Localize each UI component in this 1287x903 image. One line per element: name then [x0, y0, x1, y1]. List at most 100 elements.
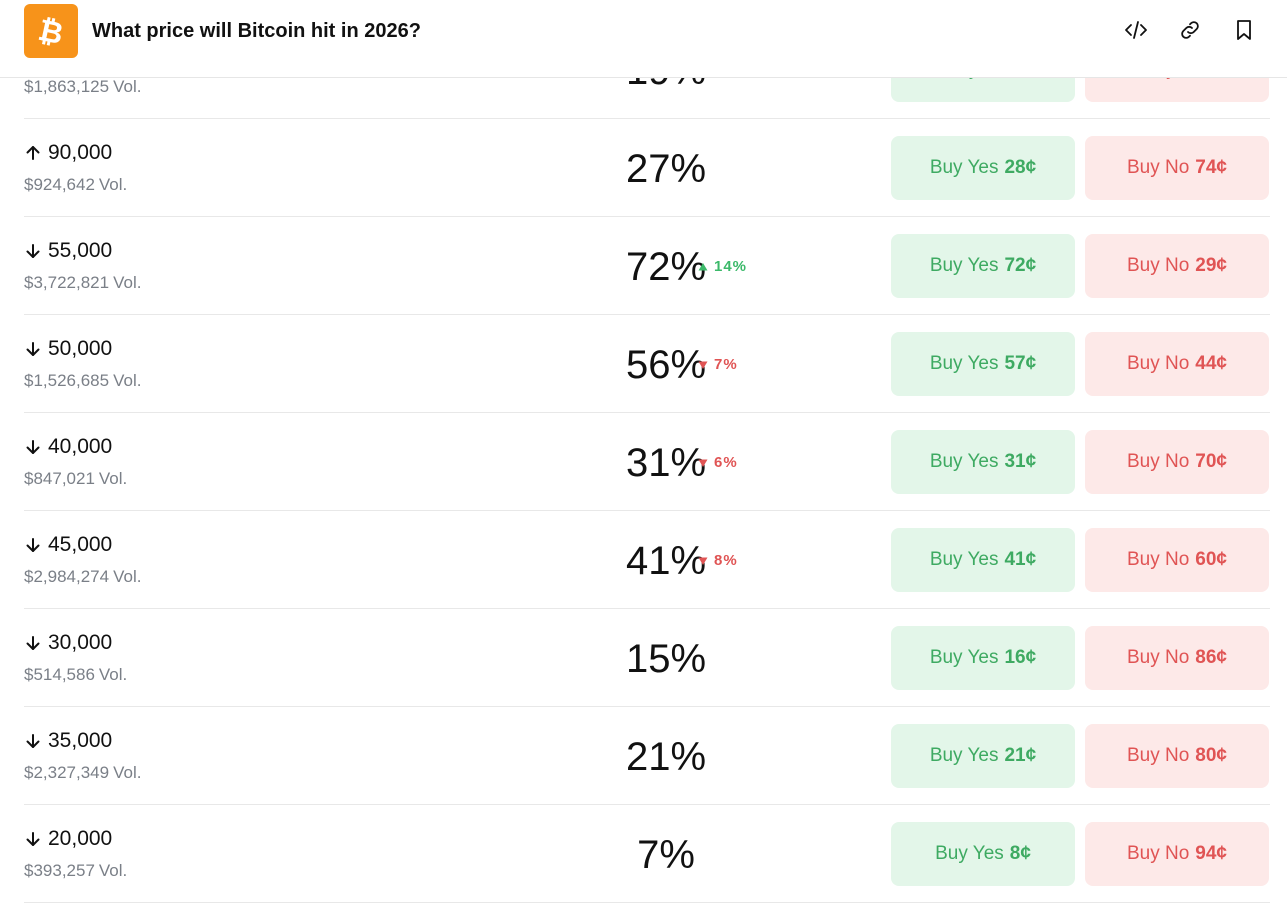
buy-no-label: Buy No: [1126, 647, 1190, 668]
no-price: 44¢: [1195, 353, 1227, 374]
change-value: 6%: [714, 454, 738, 471]
buy-yes-button[interactable]: Buy Yes 41¢: [891, 528, 1075, 592]
link-icon[interactable]: [1178, 18, 1202, 42]
buy-no-label: Buy No: [1126, 255, 1190, 276]
change-badge: 7%: [698, 356, 738, 373]
outcome-price-label: 45,000: [48, 533, 113, 556]
buy-yes-label: Buy Yes: [929, 157, 999, 178]
market-row[interactable]: 40,000 $847,021 Vol. 31% 6% Buy Yes 31¢ Buy No 7…: [24, 413, 1270, 511]
probability: 31%: [625, 441, 707, 485]
volume-value: $514,586: [24, 665, 95, 684]
buy-yes-label: Buy Yes: [929, 451, 999, 472]
volume-suffix: Vol.: [98, 469, 128, 488]
market-row[interactable]: 35,000 $2,327,349 Vol. 21% Buy Yes 21¢ Buy No 8…: [24, 707, 1270, 805]
buy-yes-button[interactable]: Buy Yes 8¢: [891, 822, 1075, 886]
triangle-down-icon: [698, 360, 708, 370]
outcome-label: 50,000: [24, 337, 112, 361]
buy-yes-label: Buy Yes: [929, 353, 999, 374]
arrow-down-icon: [24, 340, 42, 358]
change-value: 8%: [714, 552, 738, 569]
buy-no-button[interactable]: Buy No 94¢: [1085, 822, 1269, 886]
probability: 27%: [625, 147, 707, 191]
volume-suffix: Vol.: [113, 763, 142, 782]
buy-no-label: Buy No: [1126, 157, 1190, 178]
market-header: ₿ What price will Bitcoin hit in 2026?: [0, 0, 1287, 78]
buy-no-button[interactable]: Buy No 44¢: [1085, 332, 1269, 396]
market-row[interactable]: 30,000 $514,586 Vol. 15% Buy Yes 16¢ Buy No 86¢: [24, 609, 1270, 707]
volume-text: $2,327,349 Vol.: [24, 763, 141, 783]
change-badge: 8%: [698, 552, 738, 569]
buy-no-label: Buy No: [1126, 843, 1190, 864]
market-row[interactable]: 45,000 $2,984,274 Vol. 41% 8% Buy Yes 41¢ Buy N…: [24, 511, 1270, 609]
outcome-label: 90,000: [24, 141, 112, 165]
no-price: 74¢: [1195, 157, 1227, 178]
arrow-down-icon: [24, 438, 42, 456]
volume-text: $1,863,125 Vol.: [24, 77, 141, 97]
arrow-up-icon: [24, 144, 42, 162]
outcome-label: 35,000: [24, 729, 112, 753]
outcome-price-label: 40,000: [48, 435, 113, 458]
buy-no-button[interactable]: Buy No 60¢: [1085, 528, 1269, 592]
volume-text: $2,984,274 Vol.: [24, 567, 141, 587]
volume-value: $2,984,274: [24, 567, 110, 586]
arrow-down-icon: [24, 536, 42, 554]
buy-no-button[interactable]: Buy No 70¢: [1085, 430, 1269, 494]
volume-value: $393,257: [24, 861, 95, 880]
probability: 56%: [625, 343, 707, 387]
outcome-price-label: 50,000: [48, 337, 113, 360]
no-price: 60¢: [1195, 549, 1227, 570]
probability: 15%: [625, 637, 707, 681]
change-badge: 6%: [698, 454, 738, 471]
no-price: 70¢: [1195, 451, 1227, 472]
buy-no-button[interactable]: Buy No 86¢: [1085, 626, 1269, 690]
volume-text: $847,021 Vol.: [24, 469, 127, 489]
no-price: 86¢: [1195, 647, 1227, 668]
volume-suffix: Vol.: [113, 77, 142, 96]
outcome-label: 20,000: [24, 827, 112, 851]
change-value: 7%: [714, 356, 738, 373]
buy-yes-button[interactable]: Buy Yes 28¢: [891, 136, 1075, 200]
triangle-up-icon: [698, 262, 708, 272]
volume-value: $3,722,821: [24, 273, 110, 292]
buy-yes-button[interactable]: Buy Yes 72¢: [891, 234, 1075, 298]
market-row[interactable]: 90,000 $924,642 Vol. 27% Buy Yes 28¢ Buy No 74¢: [24, 119, 1270, 217]
yes-price: 72¢: [1004, 255, 1037, 276]
volume-value: $924,642: [24, 175, 95, 194]
volume-suffix: Vol.: [113, 567, 142, 586]
yes-price: 31¢: [1004, 451, 1037, 472]
volume-text: $514,586 Vol.: [24, 665, 127, 685]
yes-price: 16¢: [1004, 647, 1037, 668]
volume-text: $924,642 Vol.: [24, 175, 127, 195]
no-price: 80¢: [1195, 745, 1227, 766]
buy-yes-button[interactable]: Buy Yes 31¢: [891, 430, 1075, 494]
market-row[interactable]: 55,000 $3,722,821 Vol. 72% 14% Buy Yes 72¢ Buy …: [24, 217, 1270, 315]
buy-yes-button[interactable]: Buy Yes 57¢: [891, 332, 1075, 396]
volume-suffix: Vol.: [98, 665, 128, 684]
market-row[interactable]: 20,000 $393,257 Vol. 7% Buy Yes 8¢ Buy No 94¢: [24, 805, 1270, 903]
outcome-price-label: 90,000: [48, 141, 113, 164]
buy-yes-button[interactable]: Buy Yes 21¢: [891, 724, 1075, 788]
code-embed-icon[interactable]: [1124, 18, 1148, 42]
yes-price: 57¢: [1004, 353, 1037, 374]
buy-no-button[interactable]: Buy No 80¢: [1085, 724, 1269, 788]
triangle-down-icon: [698, 556, 708, 566]
arrow-down-icon: [24, 732, 42, 750]
volume-text: $393,257 Vol.: [24, 861, 127, 881]
buy-no-button[interactable]: Buy No 29¢: [1085, 234, 1269, 298]
no-price: 29¢: [1195, 255, 1227, 276]
volume-value: $1,863,125: [24, 77, 110, 96]
outcome-price-label: 35,000: [48, 729, 113, 752]
buy-yes-label: Buy Yes: [929, 745, 999, 766]
outcome-label: 30,000: [24, 631, 112, 655]
buy-yes-button[interactable]: Buy Yes 16¢: [891, 626, 1075, 690]
yes-price: 41¢: [1004, 549, 1037, 570]
buy-no-button[interactable]: Buy No 74¢: [1085, 136, 1269, 200]
volume-text: $1,526,685 Vol.: [24, 371, 141, 391]
volume-value: $847,021: [24, 469, 95, 488]
volume-suffix: Vol.: [113, 273, 142, 292]
yes-price: 28¢: [1004, 157, 1037, 178]
bookmark-icon[interactable]: [1232, 18, 1256, 42]
outcome-label: 40,000: [24, 435, 112, 459]
market-row[interactable]: 50,000 $1,526,685 Vol. 56% 7% Buy Yes 57¢ Buy N…: [24, 315, 1270, 413]
outcome-price-label: 20,000: [48, 827, 113, 850]
